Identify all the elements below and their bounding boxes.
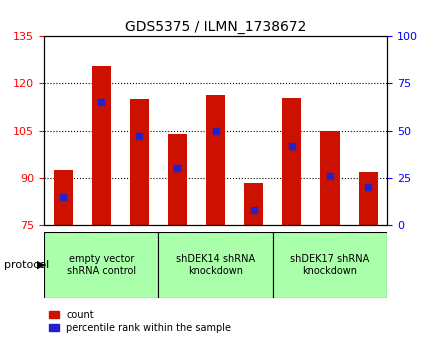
Bar <box>359 172 378 225</box>
Bar <box>54 170 73 225</box>
Text: empty vector
shRNA control: empty vector shRNA control <box>66 254 136 276</box>
Text: protocol: protocol <box>4 260 50 270</box>
Title: GDS5375 / ILMN_1738672: GDS5375 / ILMN_1738672 <box>125 20 306 34</box>
Text: shDEK17 shRNA
knockdown: shDEK17 shRNA knockdown <box>290 254 370 276</box>
Bar <box>92 66 111 225</box>
Text: shDEK14 shRNA
knockdown: shDEK14 shRNA knockdown <box>176 254 255 276</box>
Bar <box>168 134 187 225</box>
Bar <box>130 99 149 225</box>
Bar <box>282 98 301 225</box>
Bar <box>44 232 158 298</box>
Bar <box>273 232 387 298</box>
Bar <box>158 232 273 298</box>
Bar <box>206 94 225 225</box>
Bar <box>320 131 340 225</box>
Text: ▶: ▶ <box>37 260 46 270</box>
Bar <box>244 183 263 225</box>
Legend: count, percentile rank within the sample: count, percentile rank within the sample <box>49 310 231 333</box>
